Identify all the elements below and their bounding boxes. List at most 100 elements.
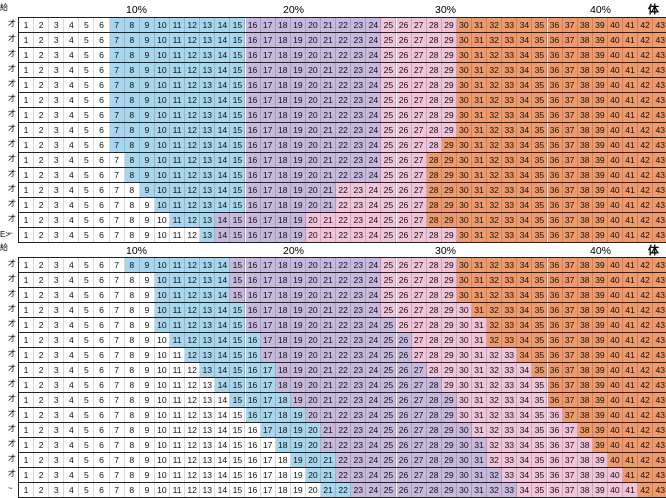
table-cell: 38 — [577, 168, 593, 182]
table-cell: 27 — [411, 318, 427, 332]
table-cell: 3 — [49, 78, 65, 92]
table-cell: 27 — [411, 198, 427, 212]
table-cell: 34 — [517, 348, 533, 362]
table-cell: 5 — [79, 408, 95, 422]
table-cell: 21 — [321, 363, 337, 377]
table-cell: 23 — [351, 333, 367, 347]
table-cell: 23 — [351, 153, 367, 167]
table-cell: 30 — [456, 318, 472, 332]
table-cell: 35 — [532, 348, 548, 362]
table-cell: 34 — [517, 258, 533, 272]
table-cell: 31 — [472, 78, 488, 92]
table-cell: 8 — [124, 303, 140, 317]
table-cell: 43 — [653, 483, 666, 497]
table-cell: 34 — [517, 48, 533, 62]
table-cell: 23 — [351, 18, 367, 32]
table-cell: 6 — [94, 108, 110, 122]
table-cell: 4 — [64, 348, 80, 362]
table-cell: 39 — [592, 258, 608, 272]
table-cell: 42 — [638, 348, 654, 362]
table-cell: 10 — [154, 258, 170, 272]
table-cell: 38 — [577, 18, 593, 32]
table-cell: 37 — [562, 378, 578, 392]
table-cell: 36 — [547, 333, 563, 347]
table-cell: 22 — [336, 393, 352, 407]
table-cell: 10 — [154, 18, 170, 32]
table-cell: 24 — [366, 483, 382, 497]
table-cell: 23 — [351, 303, 367, 317]
table-cell: 28 — [426, 48, 442, 62]
table-cell: 6 — [94, 78, 110, 92]
table-cell: 31 — [472, 468, 488, 482]
table-cell: 24 — [366, 438, 382, 452]
table-cell: 24 — [366, 198, 382, 212]
table-cell: 38 — [577, 378, 593, 392]
table-cell: 23 — [351, 108, 367, 122]
table-cell: 23 — [351, 258, 367, 272]
table-cell: 9 — [139, 468, 155, 482]
table-cell: 10 — [154, 363, 170, 377]
table-cell: 41 — [623, 348, 639, 362]
table-cell: 3 — [49, 318, 65, 332]
table-cell: 18 — [275, 288, 291, 302]
table-cell: 35 — [532, 78, 548, 92]
table-cell: 27 — [411, 168, 427, 182]
table-cell: 38 — [577, 303, 593, 317]
table-cell: 27 — [411, 288, 427, 302]
table-cell: 17 — [260, 48, 276, 62]
table-cell: 12 — [185, 468, 201, 482]
table-cell: 29 — [441, 168, 457, 182]
table-cell: 9 — [139, 228, 155, 242]
table-cell: 3 — [49, 213, 65, 227]
table-cell: 35 — [532, 213, 548, 227]
table-cell: 30 — [456, 228, 472, 242]
table-cell: 23 — [351, 348, 367, 362]
table-cell: 2 — [34, 78, 50, 92]
table-cell: 35 — [532, 303, 548, 317]
table-cell: 42 — [638, 258, 654, 272]
row-mark: 才 — [8, 394, 16, 403]
table-cell: 22 — [336, 408, 352, 422]
table-cell: 38 — [577, 138, 593, 152]
table-cell: 5 — [79, 108, 95, 122]
table-cell: 4 — [64, 288, 80, 302]
table-cell: 5 — [79, 363, 95, 377]
table-cell: 43 — [653, 288, 666, 302]
table-cell: 28 — [426, 348, 442, 362]
table-cell: 17 — [260, 93, 276, 107]
table-cell: 21 — [321, 48, 337, 62]
table-cell: 39 — [592, 78, 608, 92]
table-cell: 34 — [517, 183, 533, 197]
table-cell: 34 — [517, 393, 533, 407]
table-cell: 2 — [34, 393, 50, 407]
table-cell: 28 — [426, 393, 442, 407]
table-cell: 7 — [109, 48, 125, 62]
table-cell: 12 — [185, 258, 201, 272]
table-cell: 17 — [260, 288, 276, 302]
table-cell: 23 — [351, 288, 367, 302]
table-cell: 24 — [366, 378, 382, 392]
table-cell: 32 — [487, 273, 503, 287]
table-cell: 32 — [487, 213, 503, 227]
table-cell: 2 — [34, 33, 50, 47]
table-cell: 31 — [472, 123, 488, 137]
table-cell: 41 — [623, 78, 639, 92]
table-cell: 32 — [487, 438, 503, 452]
table-cell: 40 — [607, 438, 623, 452]
table-cell: 11 — [170, 438, 186, 452]
table-cell: 7 — [109, 318, 125, 332]
table-cell: 17 — [260, 108, 276, 122]
row-mark: 才 — [8, 169, 16, 178]
table-cell: 10 — [154, 123, 170, 137]
table-cell: 10 — [154, 273, 170, 287]
table-cell: 34 — [517, 468, 533, 482]
table-cell: 43 — [653, 93, 666, 107]
table-cell: 37 — [562, 138, 578, 152]
table-cell: 12 — [185, 333, 201, 347]
table-cell: 1 — [19, 453, 35, 467]
table-cell: 22 — [336, 348, 352, 362]
table-cell: 14 — [215, 288, 231, 302]
table-cell: 33 — [502, 468, 518, 482]
table-cell: 24 — [366, 168, 382, 182]
table-cell: 8 — [124, 213, 140, 227]
